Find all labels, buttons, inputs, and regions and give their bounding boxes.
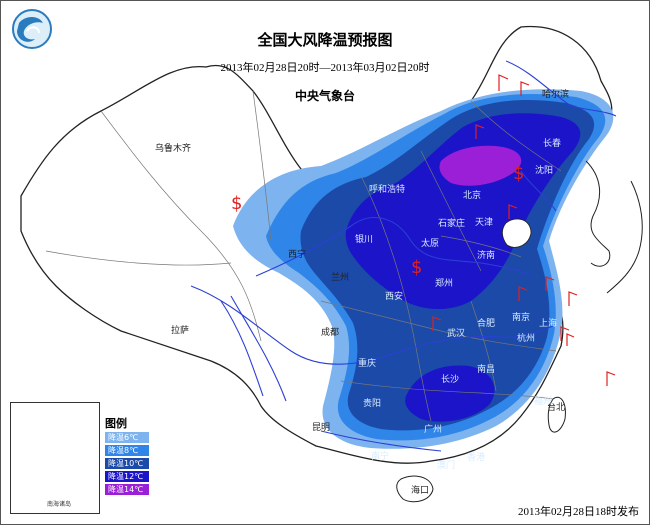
city-harbin: 哈尔滨 (542, 90, 570, 100)
legend-swatch-8c: 降温8℃ (105, 445, 149, 456)
yangtze-river (190, 285, 554, 365)
city-aomen: 澳门 (437, 461, 456, 471)
city-urumqi: 乌鲁木齐 (155, 144, 192, 154)
city-beijing: 北京 (463, 191, 482, 201)
city-taiyuan: 太原 (421, 239, 440, 249)
rivers (190, 60, 617, 452)
gale-symbol-central: $ (411, 257, 423, 278)
city-chengdu: 成都 (321, 328, 340, 338)
legend-item: 降温6℃ (105, 431, 215, 444)
city-yinchuan: 银川 (355, 235, 374, 245)
city-shenyang: 沈阳 (535, 166, 554, 176)
city-kunming: 昆明 (312, 423, 331, 433)
city-nanchang: 南昌 (477, 365, 496, 375)
city-haikou: 海口 (411, 486, 430, 496)
gale-flags (432, 74, 616, 386)
legend-swatch-14c: 降温14℃ (105, 484, 149, 495)
heilong-river (505, 60, 617, 117)
legend-item: 降温10℃ (105, 457, 215, 470)
city-zhengzhou: 郑州 (435, 279, 454, 289)
city-fuzhou: 福州 (534, 397, 553, 407)
legend-swatch-6c: 降温6℃ (105, 432, 149, 443)
legend-item: 降温8℃ (105, 444, 215, 457)
hainan-island (396, 475, 434, 503)
city-guangzhou: 广州 (424, 425, 443, 435)
issuer-name: 中央气象台 (294, 89, 355, 103)
band-12c-north (345, 113, 581, 310)
valid-period: 2013年02月28日20时—2013年03月02日20时 (220, 62, 430, 74)
taiwan-island (547, 396, 566, 433)
japan-coast (606, 180, 643, 294)
bohai-sea (501, 218, 532, 248)
legend-title: 图例 (105, 417, 127, 430)
city-jinan: 济南 (477, 251, 496, 261)
legend-item: 降温14℃ (105, 483, 215, 496)
cma-logo (12, 9, 52, 49)
gale-symbol-xinjiang: $ (231, 193, 243, 214)
city-xianggang: 香港 (467, 453, 486, 463)
city-xining: 西宁 (288, 250, 307, 260)
city-xian: 西安 (385, 292, 404, 302)
legend: 图例 降温6℃ 降温8℃ 降温10℃ 降温12℃ 降温14℃ (105, 415, 215, 496)
legend-swatch-10c: 降温10℃ (105, 458, 149, 469)
gale-symbol-northeast: $ (513, 163, 525, 184)
band-14c (439, 145, 522, 186)
map-title: 全国大风降温预报图 (257, 31, 393, 49)
inset-label: 南海诸岛 (47, 501, 72, 508)
city-nanjing: 南京 (512, 313, 531, 323)
south-china-sea-inset: 南海诸岛 (10, 402, 100, 514)
city-lhasa: 拉萨 (171, 326, 190, 336)
city-changchun: 长春 (543, 139, 562, 149)
city-wuhan: 武汉 (447, 329, 466, 339)
city-hefei: 合肥 (477, 319, 496, 329)
city-tianjin: 天津 (475, 218, 494, 228)
city-nanning: 南宁 (371, 452, 390, 462)
province-boundaries (45, 90, 562, 422)
city-chongqing: 重庆 (358, 359, 377, 369)
city-lanzhou: 兰州 (331, 273, 350, 283)
city-hangzhou: 杭州 (517, 334, 536, 344)
issue-time: 2013年02月28日18时发布 (518, 506, 639, 518)
city-guiyang: 贵阳 (363, 399, 382, 409)
city-changsha: 长沙 (441, 375, 460, 385)
city-shanghai: 上海 (539, 319, 558, 329)
yellow-river (255, 217, 532, 277)
city-shijiazhuang: 石家庄 (438, 219, 466, 229)
legend-swatch-12c: 降温12℃ (105, 471, 149, 482)
city-hohhot: 呼和浩特 (369, 185, 406, 195)
korea-peninsula (585, 160, 611, 267)
city-taibei: 台北 (547, 403, 566, 413)
legend-item: 降温12℃ (105, 470, 215, 483)
pearl-river (320, 430, 442, 452)
